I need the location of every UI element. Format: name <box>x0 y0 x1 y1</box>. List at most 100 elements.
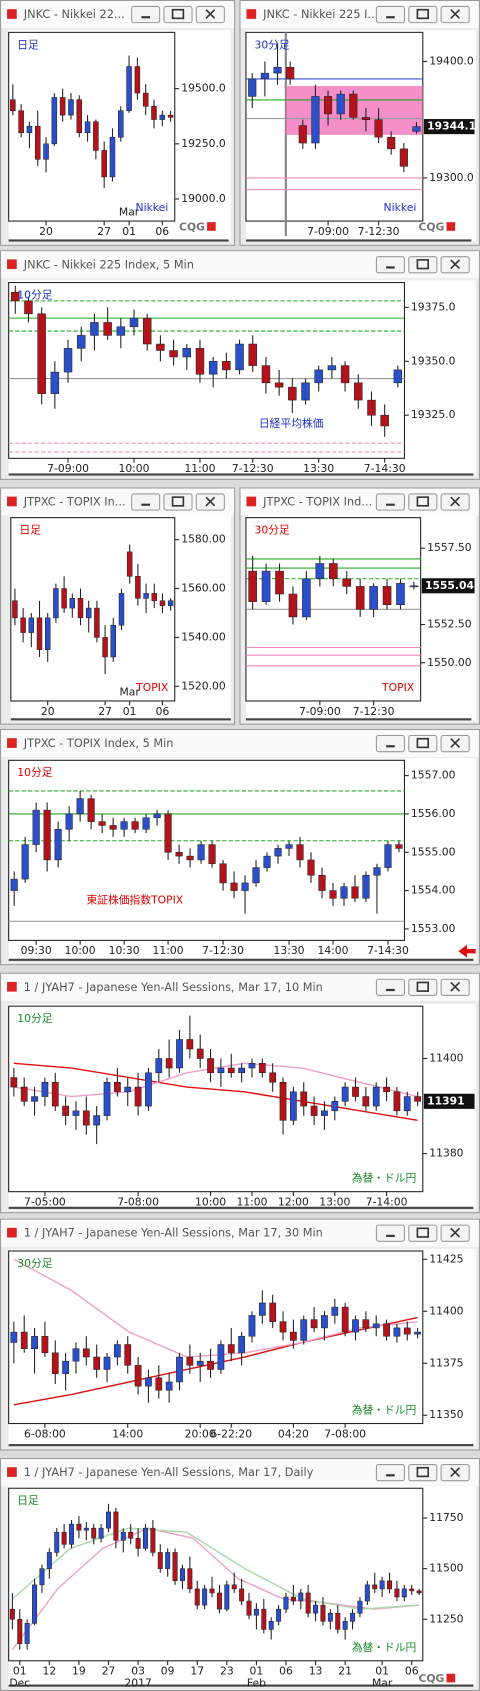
candle-body <box>54 1531 60 1553</box>
period-label: 30分足 <box>17 1257 52 1270</box>
x-tick-label: 17 <box>190 1665 204 1678</box>
maximize-button[interactable] <box>408 734 438 753</box>
y-tick-label: 19400.0 <box>429 54 474 67</box>
y-tick-label: 19000.0 <box>181 192 226 205</box>
candle-body <box>362 1096 370 1107</box>
candle-body <box>336 93 345 115</box>
candle-body <box>101 150 107 178</box>
candle-body <box>362 874 370 899</box>
minimize-button[interactable] <box>375 978 406 996</box>
plot-area <box>8 1005 424 1193</box>
candle-body <box>321 1110 328 1116</box>
candle-body <box>224 1584 230 1610</box>
candle-body <box>202 1588 208 1606</box>
minimize-button[interactable] <box>131 5 161 24</box>
candle-body <box>18 110 24 134</box>
title-bar <box>1 488 235 516</box>
candle-body <box>164 813 172 853</box>
candle-body <box>367 399 376 416</box>
candle-body <box>134 1365 142 1387</box>
x-tick-label: 7-14:00 <box>366 1195 408 1208</box>
maximize-button[interactable] <box>408 978 438 996</box>
candle-body <box>279 1082 287 1121</box>
maximize-button[interactable] <box>408 5 438 24</box>
x-tick-label: 10:30 <box>109 944 140 957</box>
period-label: 日足 <box>19 524 41 537</box>
maximize-button[interactable] <box>408 256 438 274</box>
candle-body <box>129 317 139 328</box>
y-tick-label: 11400 <box>429 1304 463 1317</box>
candle-body <box>50 371 60 394</box>
window-title: 1 / JYAH7 - Japanese Yen-All Sessions, M… <box>24 1465 314 1479</box>
candle-body <box>300 1319 308 1341</box>
candle-body <box>275 570 284 595</box>
window-title: JNKC - Nikkei 22... <box>23 7 125 21</box>
x-tick-label: 01 <box>122 225 136 238</box>
plot-area <box>10 517 176 702</box>
candle-body <box>167 600 174 606</box>
candle-body <box>179 1568 185 1582</box>
window-title: JTPXC - TOPIX Index, 5 Min <box>23 736 174 750</box>
candle-body <box>155 1377 163 1391</box>
candle-body <box>290 1331 297 1341</box>
candle-body <box>238 1067 245 1074</box>
y-tick-label: 1556.00 <box>411 807 456 820</box>
maximize-button[interactable] <box>163 493 193 511</box>
minimize-button[interactable] <box>375 256 406 274</box>
candle-body <box>51 1082 59 1107</box>
scroll-strip <box>245 239 472 242</box>
candle-body <box>63 348 73 373</box>
candle-body <box>61 1531 67 1545</box>
maximize-button[interactable] <box>408 493 438 511</box>
minimize-button[interactable] <box>375 734 406 753</box>
candle-body <box>217 1067 225 1074</box>
candle-body <box>103 1082 111 1116</box>
candle-body <box>269 1072 277 1083</box>
candle-body <box>165 1381 173 1391</box>
minimize-button[interactable] <box>375 1224 406 1242</box>
maximize-button[interactable] <box>408 1224 438 1242</box>
candle-body <box>187 1568 193 1590</box>
x-sublabel: Mar <box>120 685 141 698</box>
candle-body <box>145 1377 152 1387</box>
candle-body <box>311 96 320 144</box>
minimize-button[interactable] <box>375 5 406 24</box>
candle-body <box>28 617 35 633</box>
minimize-button[interactable] <box>131 493 161 511</box>
scroll-arrow[interactable] <box>458 944 476 958</box>
candle-body <box>341 1306 349 1333</box>
candle-body <box>239 1588 245 1602</box>
candle-body <box>364 1584 370 1602</box>
candle-body <box>20 1086 28 1102</box>
x-tick-label: 7-09:00 <box>307 225 349 238</box>
logo-mark <box>207 222 216 231</box>
button-glyph <box>205 9 216 19</box>
candle-body <box>372 1584 378 1590</box>
minimize-button[interactable] <box>375 1463 406 1482</box>
candle-body <box>128 1531 134 1539</box>
candle-body <box>87 798 95 822</box>
scroll-strip <box>8 473 474 476</box>
candle-body <box>65 813 73 830</box>
candle-body <box>51 97 58 145</box>
window-icon <box>5 8 18 20</box>
minimize-button[interactable] <box>375 493 406 511</box>
candle-body <box>151 593 157 602</box>
candle-body <box>261 570 271 602</box>
instrument-label: TOPIX <box>381 681 415 694</box>
y-tick-label: 19500.0 <box>181 82 226 95</box>
candle-body <box>307 859 315 876</box>
maximize-button[interactable] <box>408 1463 438 1482</box>
candle-body <box>98 821 106 826</box>
button-glyph <box>386 988 395 992</box>
y-tick-label: 1555.00 <box>411 845 456 858</box>
candle-body <box>350 1612 356 1622</box>
y-tick-label: 11425 <box>429 1252 463 1265</box>
candle-body <box>186 855 194 861</box>
button-glyph <box>416 8 429 20</box>
x-tick-label: 21 <box>338 1665 352 1678</box>
maximize-button[interactable] <box>163 5 193 24</box>
candle-body <box>274 382 284 388</box>
candle-body <box>120 1531 126 1541</box>
candle-body <box>135 576 141 599</box>
